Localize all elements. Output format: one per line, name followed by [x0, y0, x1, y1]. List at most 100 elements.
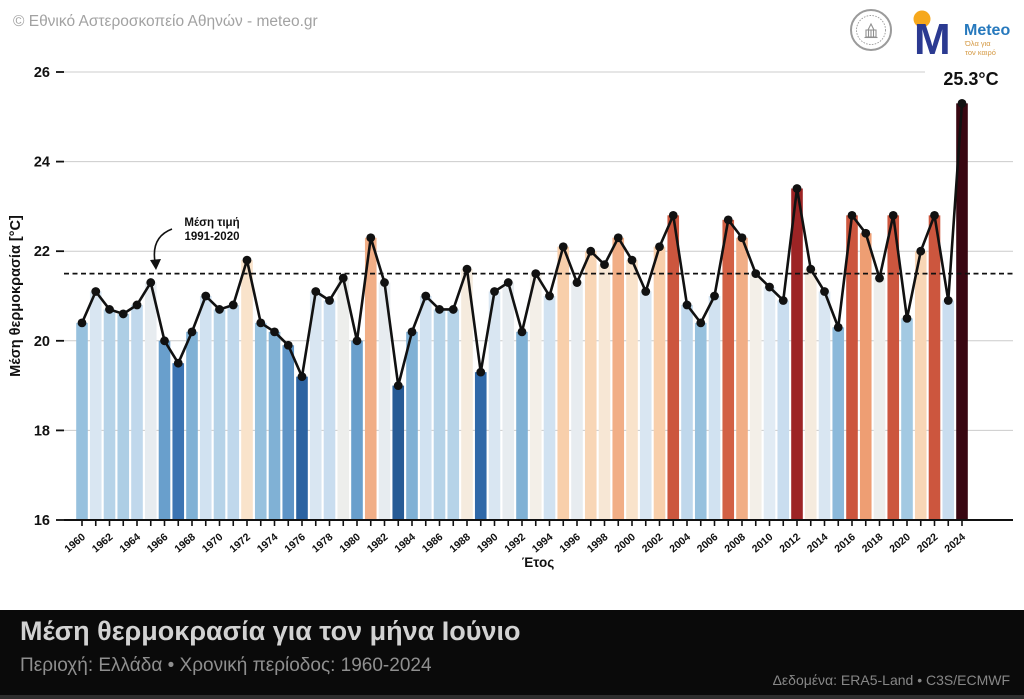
temp-bar-1973: [254, 322, 267, 520]
temp-bar-2019: [887, 215, 900, 521]
x-tick-label: 1966: [145, 531, 171, 555]
data-point-1965: [146, 278, 156, 287]
data-point-2019: [888, 210, 898, 220]
temp-bar-2023: [942, 300, 955, 520]
temp-bar-1982: [378, 282, 391, 520]
data-point-1984: [407, 327, 417, 337]
meteo-logo-tagline-1: Όλα για: [964, 39, 991, 48]
temp-bar-1989: [474, 372, 487, 520]
data-point-1968: [187, 327, 197, 337]
temp-bar-1994: [543, 296, 556, 520]
temp-bar-2021: [914, 251, 927, 520]
x-tick-label: 1986: [420, 531, 446, 555]
temp-bar-1969: [199, 296, 212, 520]
data-point-2020: [902, 314, 912, 323]
data-point-2003: [668, 210, 678, 220]
temp-bar-1990: [488, 291, 501, 520]
temp-bar-1975: [282, 345, 295, 520]
data-point-2023: [943, 296, 953, 305]
temp-bar-1971: [227, 304, 240, 520]
observatory-building-glyph: [864, 22, 878, 39]
temp-bar-2004: [681, 304, 693, 520]
max-label-bg: [925, 66, 1017, 90]
x-tick-label: 1992: [502, 531, 528, 555]
data-point-1971: [228, 300, 238, 310]
x-tick-label: 1968: [172, 531, 198, 555]
temp-bar-1964: [131, 304, 143, 520]
temp-bar-2012: [791, 188, 803, 521]
data-point-1994: [545, 291, 554, 301]
temp-bar-2014: [818, 291, 831, 520]
x-tick-label: 1990: [475, 531, 501, 555]
temp-bar-1965: [144, 282, 157, 520]
temp-bar-1967: [172, 363, 185, 520]
data-point-1964: [132, 300, 142, 310]
temp-bar-1993: [529, 273, 542, 520]
x-tick-label: 1988: [447, 531, 473, 555]
temp-bar-2020: [901, 318, 913, 520]
x-tick-label: 2020: [887, 531, 913, 555]
temp-bar-1991: [502, 282, 515, 520]
x-tick-label: 2016: [832, 531, 858, 555]
mean-annotation-arrow: [153, 228, 173, 263]
temp-bar-2009: [749, 273, 762, 520]
copyright-text: © Εθνικό Αστεροσκοπείο Αθηνών - meteo.gr: [13, 13, 318, 30]
data-point-1960: [77, 318, 87, 328]
data-point-1975: [283, 340, 293, 350]
x-tick-label: 1976: [282, 531, 308, 555]
data-point-2001: [641, 287, 651, 296]
x-tick-label: 1998: [585, 531, 611, 555]
mean-annotation-line2: 1991-2020: [185, 231, 240, 243]
x-tick-label: 1982: [365, 531, 391, 555]
data-point-2007: [723, 215, 733, 225]
x-tick-label: 2010: [750, 531, 776, 555]
data-point-1962: [105, 305, 114, 314]
temp-bar-2016: [846, 215, 858, 521]
temp-bar-1984: [406, 331, 418, 520]
data-point-2000: [627, 255, 637, 265]
data-point-1987: [448, 305, 458, 314]
temp-bar-1986: [433, 309, 446, 520]
data-point-1999: [613, 233, 623, 243]
data-point-2015: [833, 322, 843, 332]
temp-bar-1997: [584, 251, 597, 520]
temp-bar-1970: [213, 309, 226, 520]
data-point-2016: [847, 210, 857, 220]
data-point-1996: [572, 278, 582, 287]
data-point-1997: [586, 246, 596, 256]
data-point-2010: [765, 282, 774, 292]
x-tick-label: 1972: [227, 531, 253, 555]
x-tick-label: 2012: [777, 531, 803, 555]
temp-bar-2002: [653, 246, 666, 520]
temp-bar-2018: [873, 278, 886, 520]
data-point-1986: [435, 305, 444, 314]
mean-annotation-line1: Μέση τιμή: [184, 217, 239, 229]
temp-bar-1962: [103, 309, 116, 520]
x-tick-label: 2000: [612, 531, 638, 555]
meteo-logo-sun-icon: [913, 10, 931, 28]
data-point-1961: [91, 287, 101, 296]
y-axis-label: Μέση θερμοκρασία [°C]: [8, 215, 24, 377]
logo-group: M Meteo Όλα για τον καιρό: [848, 6, 1012, 60]
data-point-2022: [930, 210, 939, 220]
data-point-1974: [270, 327, 279, 337]
temp-bar-1974: [268, 331, 281, 520]
max-value-label: 25.3°C: [943, 69, 998, 89]
data-point-1990: [490, 287, 499, 296]
x-tick-label: 1994: [530, 531, 556, 555]
data-point-2012: [792, 184, 802, 193]
temp-bar-1988: [461, 269, 473, 520]
x-tick-label: 2008: [722, 531, 748, 555]
temp-bar-1979: [337, 278, 350, 520]
temp-bar-1978: [323, 300, 336, 520]
x-tick-label: 1962: [90, 531, 116, 555]
x-tick-label: 2018: [860, 531, 886, 555]
data-point-1992: [517, 327, 527, 337]
data-point-1989: [476, 367, 486, 377]
temp-bar-1960: [76, 322, 88, 520]
y-tick-label: 16: [34, 513, 50, 529]
temp-bar-1961: [89, 291, 102, 520]
temp-bar-1999: [612, 237, 625, 520]
temp-bar-1968: [186, 331, 198, 520]
data-point-1998: [600, 260, 609, 270]
